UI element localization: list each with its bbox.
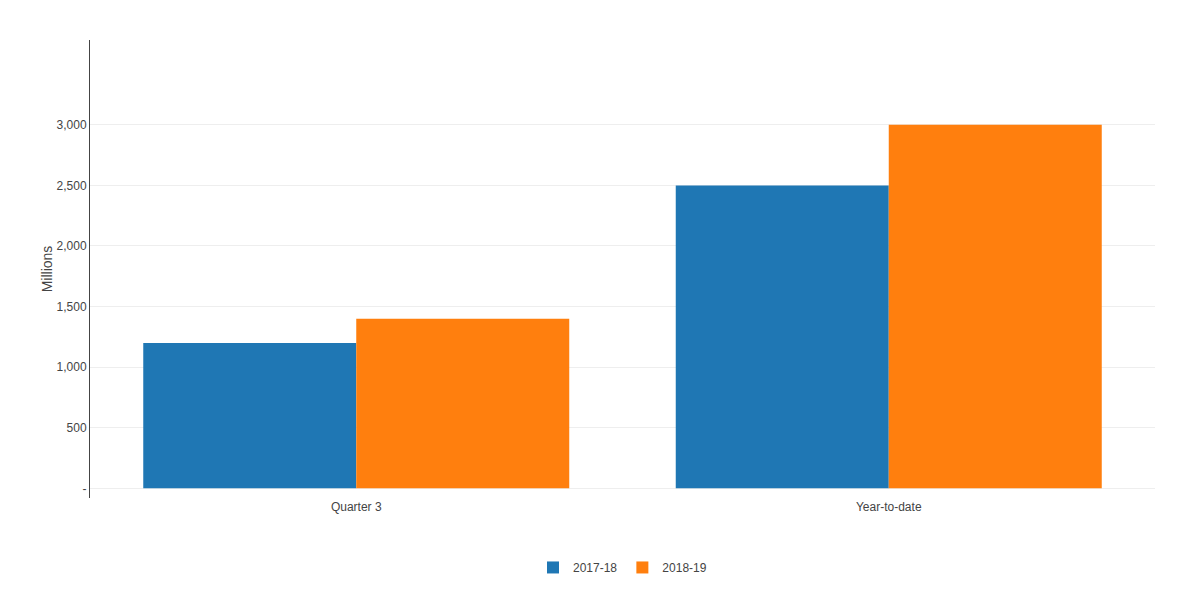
svg-text:2018-19: 2018-19	[662, 561, 706, 575]
svg-text:1,000: 1,000	[57, 360, 87, 374]
svg-text:Millions: Millions	[39, 246, 55, 293]
svg-text:Quarter 3: Quarter 3	[331, 500, 382, 514]
svg-text:1,500: 1,500	[57, 300, 87, 314]
svg-text:500: 500	[67, 421, 87, 435]
svg-text:3,000: 3,000	[57, 118, 87, 132]
svg-text:2,000: 2,000	[57, 239, 87, 253]
svg-text:Year-to-date: Year-to-date	[856, 500, 922, 514]
svg-text:2,500: 2,500	[57, 179, 87, 193]
svg-text:-: -	[83, 482, 87, 496]
svg-text:2017-18: 2017-18	[573, 561, 617, 575]
